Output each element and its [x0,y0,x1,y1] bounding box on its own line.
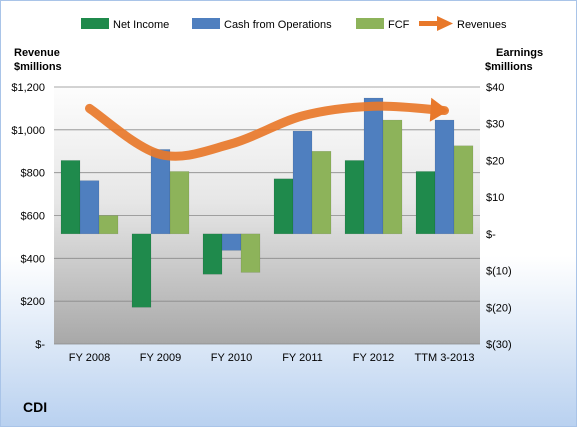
left-axis-ticks: $1,200 $1,000 $800 $600 $400 $200 $- [11,82,45,351]
left-tick-label: $400 [21,253,45,265]
right-tick-label: $(30) [486,339,512,351]
revenue-arrowhead [429,97,449,122]
bar-cash-from-operations [79,180,100,235]
bar-net-income [344,160,365,235]
bar-fcf [169,171,190,235]
left-tick-label: $800 [21,168,45,180]
legend-label-net-income: Net Income [113,19,169,31]
revenue-line-path [85,101,449,161]
left-axis-title-line2: $millions [14,61,62,73]
bar-net-income [131,233,152,308]
right-tick-label: $(20) [486,302,512,314]
right-tick-label: $(10) [486,266,512,278]
legend-swatch-fcf [356,18,384,29]
bar-fcf [98,215,119,235]
bar-fcf [240,233,261,273]
legend-label-revenues: Revenues [457,19,507,31]
bar-net-income [273,178,294,235]
left-tick-label: $1,200 [11,82,45,94]
bar-fcf [382,119,403,235]
left-tick-label: $200 [21,296,45,308]
legend-label-cash-from-operations: Cash from Operations [224,19,332,31]
bar-net-income [60,160,81,235]
x-tick-label: FY 2009 [140,352,181,364]
bar-cash-from-operations [292,130,313,235]
legend-label-fcf: FCF [388,19,410,31]
x-tick-label: TTM 3-2013 [415,352,475,364]
right-axis-ticks: $40 $30 $20 $10 $- $(10) $(20) $(30) [486,82,512,351]
x-axis-ticks: FY 2008 FY 2009 FY 2010 FY 2011 FY 2012 TTM 3… [69,352,475,364]
legend: Net Income Cash from Operations FCF Reve… [81,16,507,31]
left-tick-label: $600 [21,211,45,223]
right-tick-label: $20 [486,155,504,167]
legend-arrow-icon [419,16,453,31]
x-tick-label: FY 2012 [353,352,394,364]
bar-cash-from-operations [221,233,242,251]
legend-swatch-cash-from-operations [192,18,220,29]
bar-cash-from-operations [434,119,455,235]
left-tick-label: $1,000 [11,125,45,137]
right-tick-label: $40 [486,82,504,94]
right-tick-label: $10 [486,192,504,204]
bar-cash-from-operations [150,149,171,235]
left-axis-title-line1: Revenue [14,47,60,59]
bar-fcf [453,145,474,235]
right-tick-label: $30 [486,119,504,131]
bar-net-income [202,233,223,275]
x-tick-label: FY 2010 [211,352,252,364]
right-axis-title-line1: Earnings [496,47,543,59]
right-tick-label: $- [486,229,496,241]
x-tick-label: FY 2011 [282,352,323,364]
company-ticker: CDI [23,399,48,415]
legend-swatch-net-income [81,18,109,29]
bar-fcf [311,151,332,235]
bar-cash-from-operations [363,97,384,235]
bar-net-income [415,171,436,235]
left-tick-label: $- [35,339,45,351]
bars [60,97,474,308]
right-axis-title-line2: $millions [485,61,533,73]
revenue-line [85,97,449,161]
x-tick-label: FY 2008 [69,352,110,364]
